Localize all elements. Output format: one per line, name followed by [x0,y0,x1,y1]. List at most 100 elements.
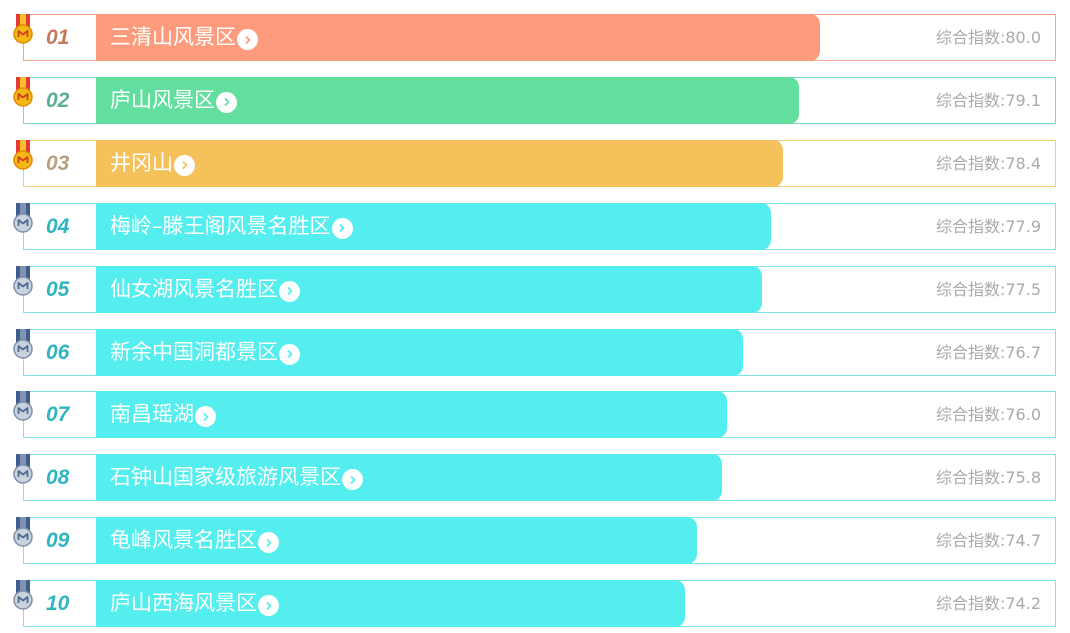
scenic-spot-link[interactable]: 仙女湖风景名胜区 [110,266,300,313]
rank-number: 05 [46,277,70,301]
scenic-spot-name: 梅岭–滕王阁风景名胜区 [110,213,331,238]
value-bar [96,139,783,187]
scenic-spot-link[interactable]: 井冈山 [110,140,195,187]
rank-number: 02 [46,88,70,112]
scenic-spot-name: 石钟山国家级旅游风景区 [110,465,341,490]
chevron-right-icon[interactable] [174,154,195,176]
medal-silver-icon [11,454,35,485]
composite-index-label: 综合指数: [935,405,1006,425]
scenic-spot-link[interactable]: 庐山风景区 [110,77,237,124]
chevron-right-icon[interactable] [237,29,258,50]
scenic-spot-link[interactable]: 石钟山国家级旅游风景区 [110,454,363,501]
scenic-spot-link[interactable]: 庐山西海风景区 [110,580,279,627]
ranking-row[interactable]: 04 梅岭–滕王阁风景名胜区 综合指数:77.9 [0,202,1070,250]
rank-number: 04 [46,214,70,238]
scenic-spot-name: 井冈山 [110,150,173,175]
ranking-row[interactable]: 05 仙女湖风景名胜区 综合指数:77.5 [0,265,1070,313]
scenic-spot-name: 庐山风景区 [110,87,215,112]
value-bar [96,517,697,565]
composite-index-label: 综合指数: [935,531,1006,551]
composite-index-label: 综合指数: [935,594,1006,614]
scenic-spot-link[interactable]: 南昌瑶湖 [110,391,216,438]
scenic-spot-link[interactable]: 三清山风景区 [110,14,258,61]
composite-index-number: 76.7 [1005,342,1041,362]
ranking-row[interactable]: 03 井冈山 综合指数:78.4 [0,139,1070,187]
rank-number: 07 [46,403,70,427]
composite-index-label: 综合指数: [935,153,1006,173]
value-bar [96,202,772,250]
composite-index-value: 综合指数:80.0 [936,14,1041,61]
scenic-spot-name: 新余中国洞都景区 [110,339,278,364]
value-bar [96,580,685,628]
composite-index-label: 综合指数: [935,90,1006,110]
medal-silver-icon [11,391,35,422]
composite-index-number: 78.4 [1005,153,1041,173]
composite-index-label: 综合指数: [935,279,1006,299]
composite-index-value: 综合指数:74.7 [936,517,1041,564]
rank-number: 01 [46,26,70,49]
medal-silver-icon [11,580,35,610]
composite-index-number: 75.8 [1005,468,1041,488]
rank-number: 08 [46,466,70,490]
ranking-row[interactable]: 01 三清山风景区 综合指数:80.0 [0,14,1070,61]
chevron-right-icon[interactable] [279,343,300,365]
value-bar [96,265,762,313]
composite-index-number: 74.7 [1005,531,1041,551]
composite-index-number: 79.1 [1005,90,1041,110]
scenic-spot-name: 庐山西海风景区 [110,591,257,616]
value-bar [96,14,820,61]
value-bar [96,328,744,376]
rank-number: 06 [46,340,70,364]
composite-index-number: 77.5 [1005,279,1041,299]
chevron-right-icon[interactable] [342,469,363,491]
medal-silver-icon [11,202,35,233]
rank-number: 03 [46,151,70,175]
scenic-spot-name: 仙女湖风景名胜区 [110,276,278,301]
medal-silver-icon [11,517,35,547]
scenic-spot-name: 龟峰风景名胜区 [110,528,257,553]
ranking-row[interactable]: 10 庐山西海风景区 综合指数:74.2 [0,580,1070,628]
value-bar [96,76,800,124]
ranking-row[interactable]: 06 新余中国洞都景区 综合指数:76.7 [0,328,1070,376]
medal-silver-icon [11,328,35,359]
composite-index-value: 综合指数:78.4 [936,140,1041,187]
scenic-spot-link[interactable]: 梅岭–滕王阁风景名胜区 [110,203,353,250]
composite-index-value: 综合指数:75.8 [936,454,1041,501]
ranking-row[interactable]: 07 南昌瑶湖 综合指数:76.0 [0,391,1070,439]
scenic-spot-name: 三清山风景区 [110,25,236,49]
composite-index-value: 综合指数:77.9 [936,203,1041,250]
rank-number: 09 [46,529,70,553]
chevron-right-icon[interactable] [216,91,237,113]
composite-index-number: 77.9 [1005,216,1041,236]
composite-index-number: 76.0 [1005,405,1041,425]
medal-gold-icon [11,139,35,170]
medal-gold-icon [11,76,35,107]
composite-index-number: 74.2 [1005,594,1041,614]
chevron-right-icon[interactable] [258,532,279,554]
composite-index-label: 综合指数: [935,28,1006,47]
chevron-right-icon[interactable] [195,406,216,428]
scenic-spot-name: 南昌瑶湖 [110,402,194,427]
composite-index-number: 80.0 [1005,28,1041,47]
ranking-row[interactable]: 08 石钟山国家级旅游风景区 综合指数:75.8 [0,454,1070,502]
composite-index-label: 综合指数: [935,342,1006,362]
composite-index-value: 综合指数:79.1 [936,77,1041,124]
composite-index-value: 综合指数:74.2 [936,580,1041,627]
composite-index-value: 综合指数:76.7 [936,329,1041,376]
medal-gold-icon [11,14,35,44]
ranking-row[interactable]: 09 龟峰风景名胜区 综合指数:74.7 [0,517,1070,565]
rank-number: 10 [46,592,70,616]
chevron-right-icon[interactable] [279,280,300,302]
scenic-spot-link[interactable]: 龟峰风景名胜区 [110,517,279,564]
composite-index-value: 综合指数:76.0 [936,391,1041,438]
medal-silver-icon [11,265,35,296]
chevron-right-icon[interactable] [258,595,279,617]
composite-index-value: 综合指数:77.5 [936,266,1041,313]
ranking-row[interactable]: 02 庐山风景区 综合指数:79.1 [0,76,1070,124]
composite-index-label: 综合指数: [935,216,1006,236]
chevron-right-icon[interactable] [331,217,353,239]
scenic-spot-link[interactable]: 新余中国洞都景区 [110,329,300,376]
value-bar [96,454,723,502]
composite-index-label: 综合指数: [935,468,1006,488]
